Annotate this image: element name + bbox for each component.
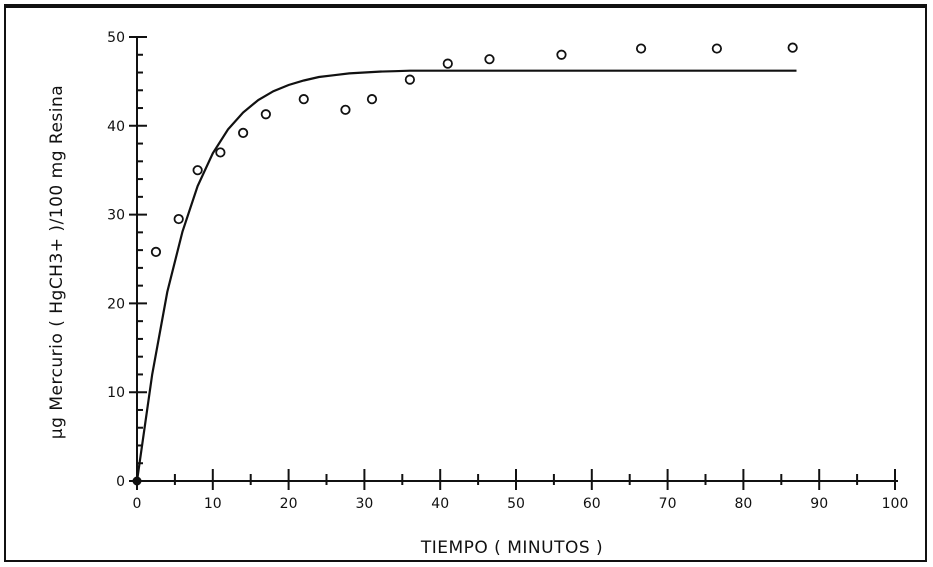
x-tick-label: 80 xyxy=(734,496,752,512)
x-ticks: 0 10 20 30 40 50 60 70 80 90 100 xyxy=(133,469,909,512)
data-point xyxy=(260,109,271,120)
data-point xyxy=(366,94,378,105)
y-tick-label: 30 xyxy=(107,208,125,224)
data-point xyxy=(192,165,203,176)
x-tick-label: 0 xyxy=(133,496,142,512)
y-tick-label: 10 xyxy=(107,385,125,401)
data-points-layer xyxy=(132,42,798,486)
data-point xyxy=(238,127,249,139)
y-tick-label: 0 xyxy=(116,474,125,490)
x-tick-label: 30 xyxy=(355,496,373,512)
fit-curve xyxy=(135,69,797,482)
x-tick-label: 10 xyxy=(204,496,222,512)
data-point xyxy=(556,49,567,60)
x-tick-label: 50 xyxy=(507,496,525,512)
data-point xyxy=(635,43,647,54)
data-point xyxy=(298,94,309,105)
data-point xyxy=(340,104,351,115)
x-tick-label: 70 xyxy=(659,496,677,512)
x-tick-label: 100 xyxy=(882,496,909,512)
data-point xyxy=(404,74,415,85)
y-ticks: 0 10 20 30 40 50 xyxy=(107,30,147,490)
x-tick-label: 20 xyxy=(280,496,298,512)
y-tick-label: 50 xyxy=(107,30,125,46)
chart-frame xyxy=(4,4,927,562)
data-point xyxy=(173,213,184,225)
fit-curve-layer xyxy=(135,69,797,482)
axes xyxy=(136,37,898,482)
data-point xyxy=(442,58,453,69)
y-axis-title: µg Mercurio ( HgCH3+ )/100 mg Resina xyxy=(47,85,67,439)
x-axis-title: TIEMPO ( MINUTOS ) xyxy=(420,538,603,558)
x-tick-label: 40 xyxy=(431,496,449,512)
data-point xyxy=(215,147,226,158)
x-tick-label: 60 xyxy=(583,496,601,512)
data-point xyxy=(711,43,722,54)
data-point xyxy=(484,54,495,65)
y-tick-label: 40 xyxy=(107,119,125,135)
y-tick-label: 20 xyxy=(107,296,125,312)
origin-point xyxy=(132,476,142,486)
data-point xyxy=(150,246,162,257)
data-point xyxy=(787,42,798,53)
x-tick-label: 90 xyxy=(810,496,828,512)
